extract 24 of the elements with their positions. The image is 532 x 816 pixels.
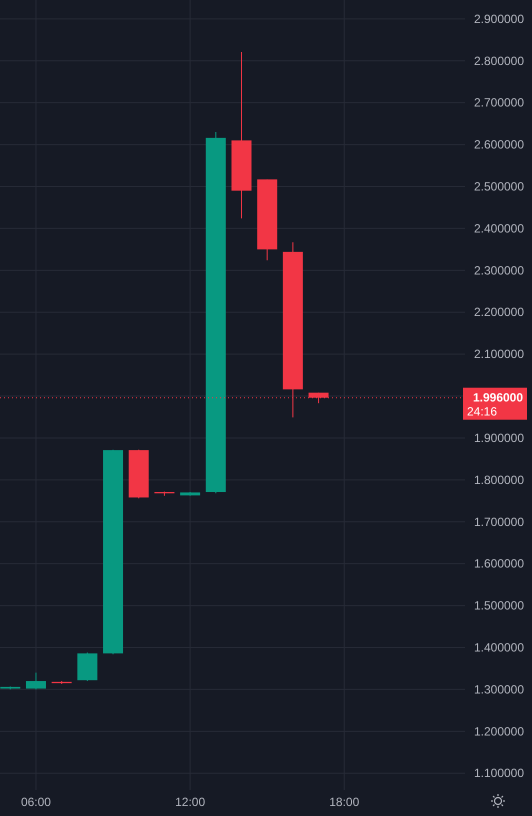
y-tick-label: 1.600000 xyxy=(474,556,524,571)
y-tick-label: 2.300000 xyxy=(474,263,524,278)
text: 24:16 xyxy=(466,404,498,419)
y-tick-label: 2.800000 xyxy=(474,54,524,68)
y-tick-label: 1.500000 xyxy=(474,598,524,613)
x-tick-label: 18:00 xyxy=(329,795,360,809)
y-tick-label: 2.900000 xyxy=(474,12,524,26)
y-tick-label: 1.400000 xyxy=(474,640,524,655)
ref-line-label: 1.996000 xyxy=(472,390,524,405)
y-tick-label: 2.500000 xyxy=(474,180,524,194)
y-tick-label: 2.100000 xyxy=(474,347,524,362)
y-tick-label: 1.200000 xyxy=(474,724,524,738)
x-tick-label: 06:00 xyxy=(20,795,52,809)
y-tick-label: 1.800000 xyxy=(474,472,524,487)
x-tick-label: 12:00 xyxy=(175,795,206,809)
y-tick-label: 2.400000 xyxy=(474,221,524,236)
y-tick-label: 2.700000 xyxy=(474,96,524,110)
y-tick-label: 1.300000 xyxy=(474,682,524,696)
y-tick-label: 1.900000 xyxy=(474,430,524,445)
y-tick-label: 1.100000 xyxy=(474,766,524,780)
y-tick-label: 2.600000 xyxy=(474,138,524,152)
candlestick xyxy=(26,672,46,690)
y-tick-label: 1.700000 xyxy=(474,514,524,529)
y-tick-label: 2.200000 xyxy=(474,305,524,320)
